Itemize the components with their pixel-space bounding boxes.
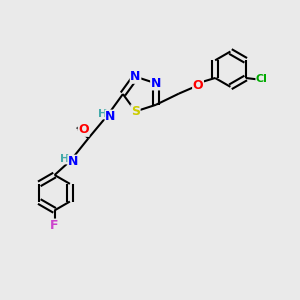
Text: H: H (60, 154, 69, 164)
Text: N: N (105, 110, 116, 123)
Text: H: H (98, 109, 107, 119)
Text: O: O (78, 123, 89, 136)
Text: F: F (50, 219, 59, 232)
Text: N: N (68, 155, 78, 168)
Text: N: N (151, 77, 161, 90)
Text: S: S (131, 105, 140, 118)
Text: N: N (130, 70, 141, 83)
Text: O: O (193, 79, 203, 92)
Text: Cl: Cl (256, 74, 268, 85)
